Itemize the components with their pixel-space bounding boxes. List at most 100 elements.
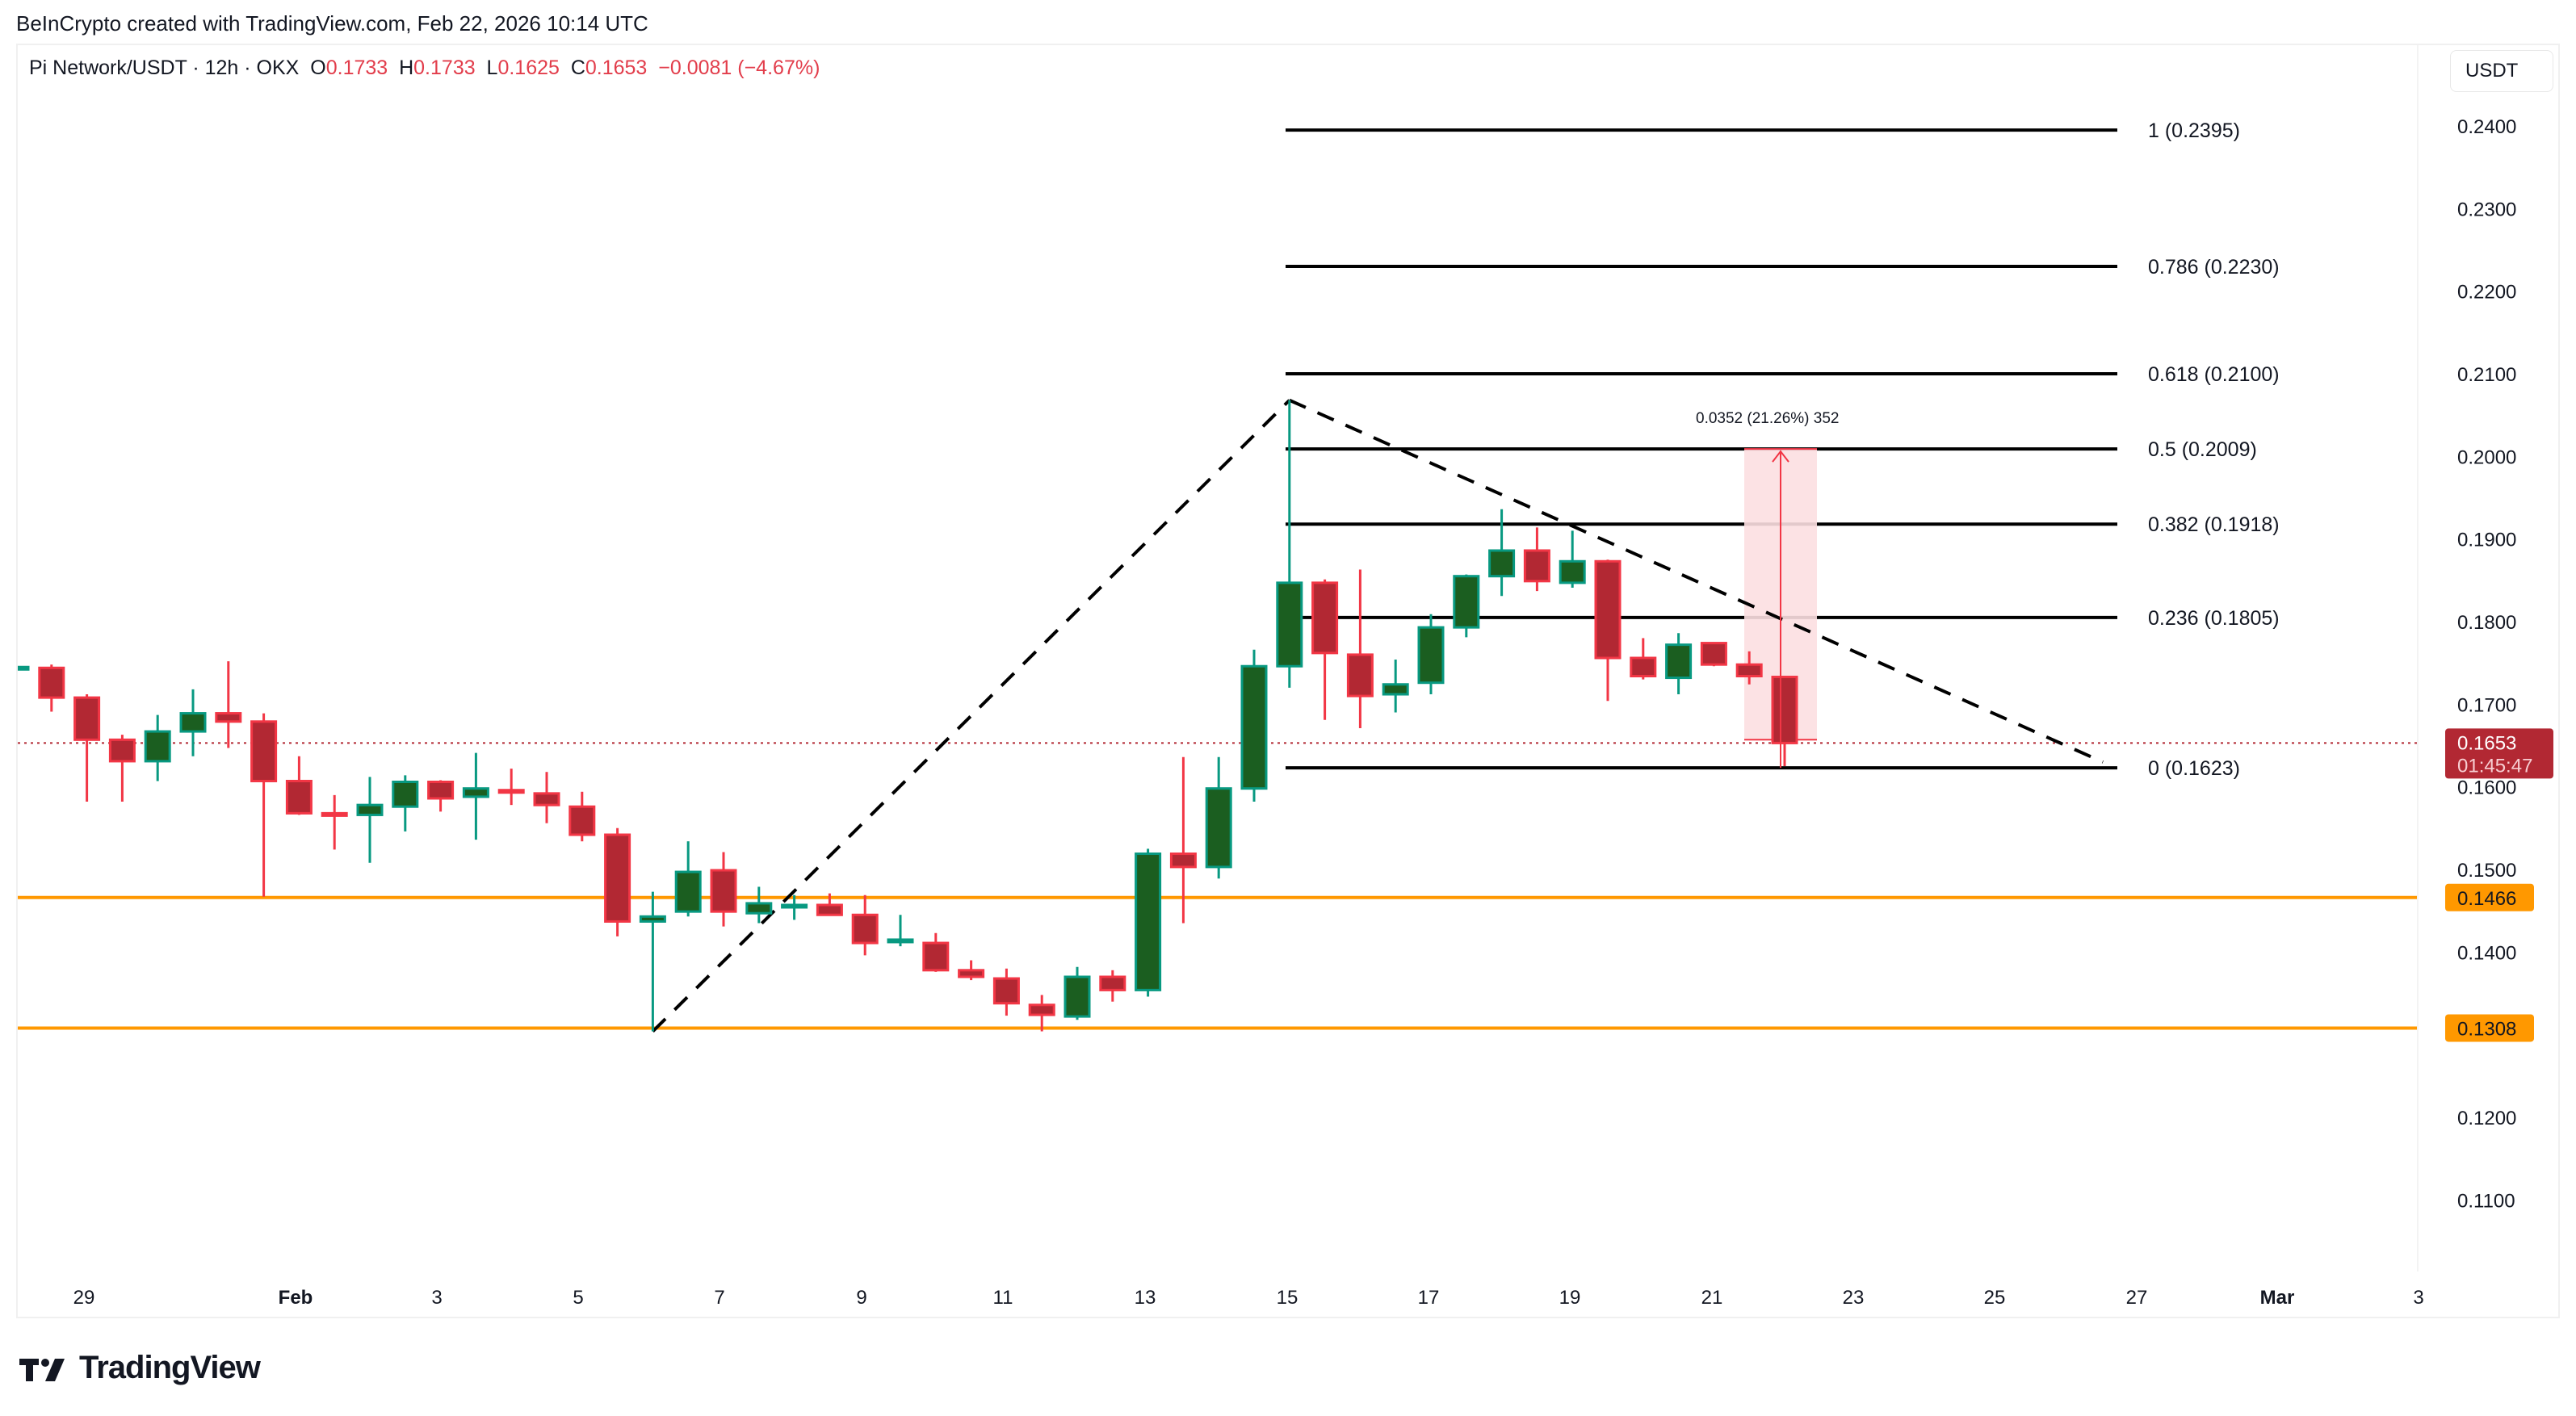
bearish-candle[interactable] — [1630, 638, 1657, 680]
currency-unit-button[interactable]: USDT — [2450, 50, 2553, 92]
bearish-candle[interactable] — [497, 769, 525, 806]
bearish-candle[interactable] — [1169, 756, 1197, 924]
price-tick-label: 0.2000 — [2457, 446, 2516, 468]
time-tick-label: 3 — [2413, 1287, 2423, 1309]
bullish-candle[interactable] — [781, 894, 808, 920]
bearish-candle[interactable] — [1594, 559, 1622, 702]
fib-level-label: 0.786 (0.2230) — [2148, 256, 2280, 279]
change-value: −0.0081 (−4.67%) — [658, 57, 820, 79]
measure-label: 0.0352 (21.26%) 352 — [1696, 410, 1839, 427]
bearish-candle[interactable] — [1523, 527, 1550, 592]
chart-panel[interactable] — [16, 44, 2560, 1318]
fib-level-label: 0.618 (0.2100) — [2148, 363, 2280, 386]
svg-text:0.1308: 0.1308 — [2457, 1018, 2516, 1040]
bullish-candle[interactable] — [462, 752, 489, 840]
open-value: 0.1733 — [325, 57, 388, 79]
time-tick-label: 17 — [1418, 1287, 1440, 1309]
time-tick-label: 11 — [993, 1287, 1013, 1309]
time-tick-label: 9 — [856, 1287, 866, 1309]
bearish-candle[interactable] — [1311, 579, 1339, 720]
bullish-candle[interactable] — [1276, 400, 1303, 688]
bullish-candle[interactable] — [1559, 530, 1586, 589]
bearish-candle[interactable] — [604, 827, 631, 936]
time-tick-label: 13 — [1135, 1287, 1156, 1309]
bearish-candle[interactable] — [816, 893, 843, 916]
price-tick-label: 0.1400 — [2457, 942, 2516, 964]
bullish-candle[interactable] — [1382, 660, 1409, 713]
bullish-candle[interactable] — [1417, 614, 1445, 695]
time-tick-label: 25 — [1984, 1287, 2006, 1309]
close-value: 0.1653 — [585, 57, 648, 79]
fib-level-label: 0.5 (0.2009) — [2148, 438, 2257, 461]
attribution-text: BeInCrypto created with TradingView.com,… — [16, 11, 648, 36]
bullish-candle[interactable] — [1064, 966, 1091, 1020]
price-tick-label: 0.2200 — [2457, 282, 2516, 304]
time-tick-label: 23 — [1843, 1287, 1865, 1309]
bullish-candle[interactable] — [1488, 509, 1516, 597]
fib-level-label: 1 (0.2395) — [2148, 119, 2240, 142]
price-tick-label: 0.1800 — [2457, 612, 2516, 634]
bearish-candle[interactable] — [250, 713, 278, 897]
bearish-candle[interactable] — [427, 780, 455, 812]
support-price-badge — [2445, 883, 2534, 911]
bearish-candle[interactable] — [568, 791, 596, 842]
bar-countdown-label: 01:45:47 — [2457, 755, 2532, 777]
bullish-candle[interactable] — [1665, 633, 1693, 695]
current-price-label: 0.1653 — [2457, 732, 2516, 754]
bearish-candle[interactable] — [851, 894, 879, 956]
bullish-candle[interactable] — [1205, 756, 1232, 879]
bearish-candle[interactable] — [992, 968, 1020, 1016]
time-tick-label: 19 — [1559, 1287, 1581, 1309]
bearish-candle[interactable] — [1028, 995, 1055, 1032]
tradingview-logo-icon — [19, 1358, 65, 1381]
bullish-candle[interactable] — [356, 777, 384, 863]
price-tick-label: 0.1100 — [2457, 1190, 2515, 1212]
bearish-candle[interactable] — [1735, 651, 1763, 685]
current-price-badge — [2445, 728, 2553, 779]
bearish-candle[interactable] — [710, 852, 737, 927]
bearish-candle[interactable] — [38, 664, 65, 712]
time-tick-label: 29 — [73, 1287, 95, 1309]
bearish-candle[interactable] — [533, 772, 560, 823]
bullish-candle[interactable] — [887, 915, 914, 947]
bearish-candle[interactable] — [73, 694, 101, 802]
dashed-trendline[interactable] — [1288, 398, 2104, 764]
bearish-candle[interactable] — [215, 661, 242, 748]
price-tick-label: 0.2300 — [2457, 199, 2516, 220]
bullish-candle[interactable] — [639, 891, 666, 1032]
time-tick-label: 3 — [431, 1287, 442, 1309]
bullish-candle[interactable] — [4, 665, 30, 671]
bearish-candle[interactable] — [1771, 676, 1798, 767]
price-tick-label: 0.1500 — [2457, 860, 2516, 882]
time-tick-label: 5 — [573, 1287, 583, 1309]
bearish-candle[interactable] — [958, 960, 985, 981]
bearish-candle[interactable] — [285, 756, 313, 815]
time-tick-label: 7 — [714, 1287, 724, 1309]
bearish-candle[interactable] — [321, 794, 348, 850]
tradingview-logo[interactable]: TradingView — [19, 1350, 261, 1386]
price-tick-label: 0.1900 — [2457, 530, 2516, 551]
bearish-candle[interactable] — [108, 735, 136, 802]
bullish-candle[interactable] — [392, 775, 419, 832]
low-value: 0.1625 — [497, 57, 560, 79]
price-tick-label: 0.1600 — [2457, 777, 2516, 799]
symbol-legend: Pi Network/USDT · 12h · OKX O0.1733 H0.1… — [29, 57, 820, 79]
bearish-candle[interactable] — [1346, 569, 1374, 728]
bearish-candle[interactable] — [1099, 970, 1126, 1002]
price-tick-label: 0.2100 — [2457, 364, 2516, 386]
bullish-candle[interactable] — [179, 689, 207, 756]
bullish-candle[interactable] — [1240, 649, 1268, 802]
bearish-candle[interactable] — [1700, 642, 1727, 667]
price-tick-label: 0.2400 — [2457, 116, 2516, 138]
bearish-candle[interactable] — [922, 932, 950, 972]
bullish-candle[interactable] — [1135, 848, 1162, 997]
fib-level-label: 0.236 (0.1805) — [2148, 607, 2280, 630]
price-tick-label: 0.1200 — [2457, 1108, 2516, 1129]
bullish-candle[interactable] — [1453, 574, 1480, 638]
bullish-candle[interactable] — [745, 886, 773, 924]
dashed-trendline[interactable] — [651, 399, 1291, 1033]
time-tick-label: Feb — [279, 1287, 313, 1309]
bullish-candle[interactable] — [674, 841, 702, 917]
bullish-candle[interactable] — [144, 714, 171, 781]
